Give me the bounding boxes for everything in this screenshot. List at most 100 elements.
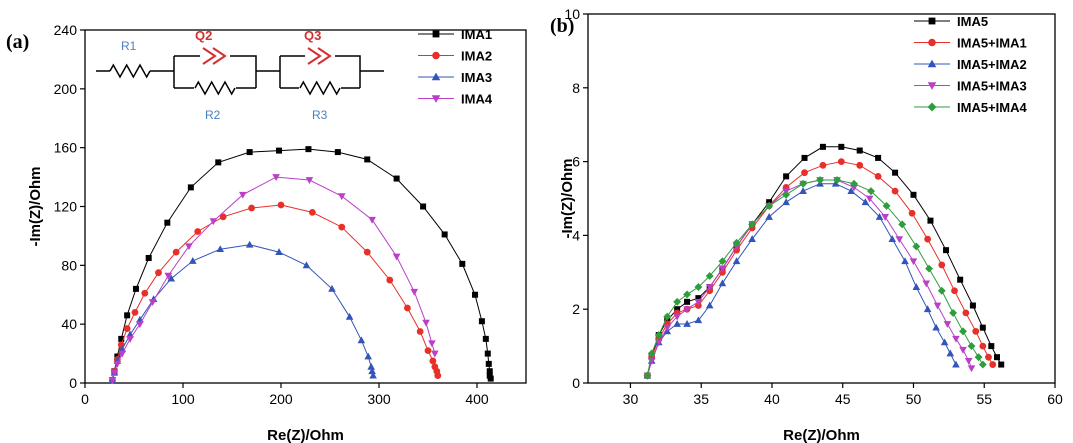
x-tick-label: 55 <box>976 391 992 407</box>
data-point <box>167 274 176 282</box>
data-point <box>892 169 899 176</box>
cpe-chevron <box>212 47 227 65</box>
legend-marker <box>928 17 936 25</box>
data-point <box>838 143 845 150</box>
data-point <box>334 149 341 156</box>
data-point <box>136 321 144 329</box>
data-point <box>189 256 197 264</box>
series-ima5 <box>644 143 1005 379</box>
series-line <box>111 176 436 381</box>
data-point <box>861 198 870 206</box>
data-point <box>847 187 856 195</box>
data-point <box>187 184 194 191</box>
data-point <box>962 309 970 317</box>
data-point <box>974 353 983 362</box>
series-line <box>111 204 439 381</box>
legend-marker <box>432 51 440 60</box>
data-point <box>865 195 874 203</box>
legend-marker <box>432 30 440 38</box>
plot-frame <box>587 13 1056 384</box>
data-point <box>337 193 346 201</box>
series-ima4 <box>108 174 439 385</box>
data-point <box>765 201 774 210</box>
data-point <box>663 324 672 332</box>
data-point <box>484 350 491 357</box>
data-point <box>912 242 921 251</box>
x-tick-label: 200 <box>269 391 293 407</box>
data-point <box>875 154 882 161</box>
data-point <box>694 283 703 292</box>
data-point <box>246 149 253 156</box>
resistor-r2 <box>194 80 236 96</box>
x-tick-label: 60 <box>1047 391 1063 407</box>
series-ima5-ima4 <box>643 176 987 380</box>
data-point <box>959 327 967 336</box>
legend-label: IMA3 <box>461 70 492 85</box>
data-point <box>424 347 432 355</box>
data-point <box>345 312 354 320</box>
data-point <box>765 213 773 220</box>
data-point <box>277 201 285 209</box>
data-point <box>988 343 995 350</box>
data-point <box>901 257 909 265</box>
x-tick-label: 50 <box>906 391 922 407</box>
cpe-chevron <box>307 47 322 65</box>
data-point <box>485 360 492 367</box>
data-point <box>819 161 827 169</box>
data-point <box>422 319 430 327</box>
resistor-r3 <box>299 80 341 96</box>
y-tick-label: 2 <box>572 301 580 317</box>
data-point <box>943 321 952 328</box>
data-point <box>131 308 139 316</box>
y-tick-label: 200 <box>54 81 78 97</box>
x-tick-label: 0 <box>81 391 89 407</box>
series-ima5-ima1 <box>644 158 997 380</box>
data-point <box>909 258 918 266</box>
data-point <box>969 302 976 309</box>
x-axis-title: Re(Z)/Ohm <box>783 427 860 443</box>
data-point <box>305 177 314 184</box>
series-ima1 <box>109 146 494 384</box>
data-point <box>874 172 882 180</box>
data-point <box>946 349 955 357</box>
data-point <box>308 208 316 216</box>
x-axis-title: Re(Z)/Ohm <box>267 427 344 443</box>
data-point <box>881 214 889 221</box>
legend: IMA1 IMA2 IMA3 IMA4 <box>418 27 493 107</box>
data-point <box>363 248 371 256</box>
y-tick-label: 10 <box>564 6 580 22</box>
data-point <box>951 287 958 295</box>
data-point <box>420 203 427 210</box>
data-point <box>194 228 202 235</box>
x-tick-label: 30 <box>623 391 639 407</box>
data-point <box>993 354 1000 361</box>
legend-marker <box>927 59 937 68</box>
data-point <box>867 187 875 196</box>
data-point <box>673 297 682 306</box>
circuit-label-r2: R2 <box>205 108 221 122</box>
data-point <box>959 346 967 354</box>
data-point <box>647 349 656 358</box>
cpe-q3 <box>307 47 332 65</box>
data-point <box>801 154 808 161</box>
legend-label: IMA2 <box>461 49 492 64</box>
data-point <box>989 361 997 368</box>
data-point <box>132 285 139 292</box>
y-tick-label: 0 <box>572 375 580 391</box>
data-point <box>895 236 904 244</box>
data-point <box>705 272 714 280</box>
data-point <box>216 245 225 253</box>
data-point <box>978 360 987 369</box>
data-point <box>856 161 864 169</box>
y-axis-title: -Im(Z)/Ohm <box>27 167 44 247</box>
data-point <box>732 257 741 265</box>
data-point <box>933 302 942 310</box>
data-point <box>108 377 117 385</box>
data-point <box>113 360 122 368</box>
y-tick-label: 80 <box>61 257 77 273</box>
data-point <box>937 286 946 295</box>
data-point <box>799 179 808 188</box>
series-ima3 <box>108 240 377 383</box>
y-tick-label: 8 <box>572 80 580 96</box>
